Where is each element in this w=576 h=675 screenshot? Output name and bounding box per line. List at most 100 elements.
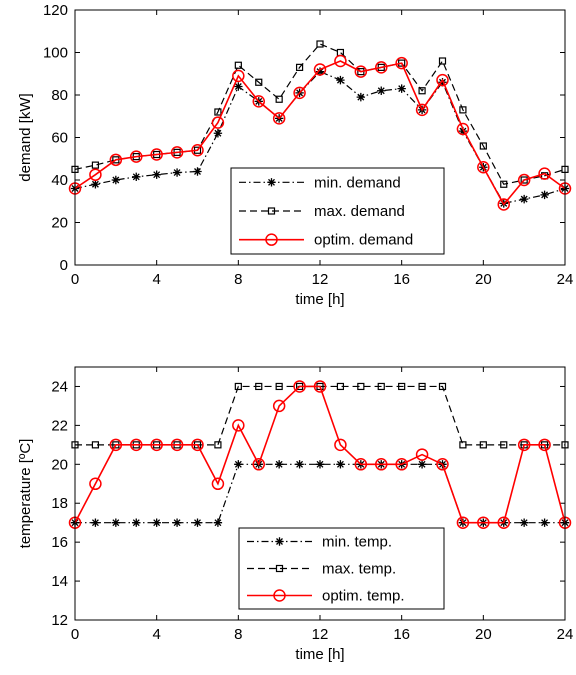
data-point bbox=[354, 458, 368, 471]
data-point bbox=[398, 382, 406, 391]
data-point bbox=[89, 477, 102, 491]
data-point bbox=[519, 518, 529, 527]
data-point bbox=[517, 438, 531, 452]
data-point bbox=[418, 87, 426, 95]
data-point bbox=[540, 518, 549, 527]
data-point bbox=[91, 441, 100, 449]
data-point bbox=[170, 438, 184, 452]
data-point bbox=[418, 382, 426, 391]
axes-frame bbox=[74, 366, 566, 621]
data-point bbox=[519, 194, 529, 204]
data-point bbox=[459, 441, 467, 449]
data-point bbox=[336, 460, 345, 469]
data-point bbox=[211, 116, 225, 129]
data-point bbox=[395, 458, 408, 471]
y-tick-label: 40 bbox=[51, 172, 68, 189]
y-tick-label: 0 bbox=[60, 257, 68, 274]
data-point bbox=[375, 61, 388, 74]
data-point bbox=[91, 180, 100, 189]
data-point bbox=[170, 146, 184, 159]
series-3 bbox=[68, 54, 572, 211]
data-point bbox=[375, 458, 388, 471]
data-point bbox=[520, 176, 528, 184]
data-point bbox=[232, 419, 245, 432]
data-point bbox=[132, 172, 141, 182]
data-point bbox=[234, 382, 242, 391]
data-point bbox=[214, 441, 222, 449]
data-point bbox=[272, 399, 286, 413]
legend-marker bbox=[275, 537, 284, 546]
data-point bbox=[255, 78, 263, 86]
data-point bbox=[517, 173, 531, 187]
data-point bbox=[479, 142, 487, 150]
data-point bbox=[538, 438, 551, 452]
legend-marker bbox=[273, 589, 286, 602]
data-point bbox=[334, 438, 347, 452]
data-point bbox=[497, 516, 510, 529]
data-point bbox=[255, 382, 263, 391]
data-point bbox=[252, 458, 265, 471]
legend-label: optim. temp. bbox=[322, 588, 405, 605]
y-tick-label: 22 bbox=[51, 417, 68, 434]
data-point bbox=[152, 518, 161, 527]
data-point bbox=[213, 518, 223, 527]
data-point bbox=[172, 168, 182, 177]
chart-1: 0 4 8 12 16 20 24 0 20 40 60 80 100 120 time [h] demand… bbox=[17, 2, 573, 308]
data-point bbox=[274, 460, 284, 469]
data-point bbox=[436, 73, 449, 87]
data-point bbox=[152, 170, 161, 179]
data-point bbox=[109, 438, 123, 452]
data-point bbox=[456, 122, 470, 136]
data-point bbox=[91, 161, 100, 169]
data-point bbox=[354, 65, 368, 78]
data-point bbox=[456, 516, 470, 529]
data-point bbox=[293, 380, 306, 393]
data-point bbox=[377, 86, 386, 95]
x-tick-label: 20 bbox=[475, 626, 492, 643]
legend-label: min. temp. bbox=[322, 534, 392, 551]
data-point bbox=[540, 190, 549, 200]
series-line bbox=[74, 385, 566, 524]
data-point bbox=[214, 108, 222, 116]
legend-label: min. demand bbox=[314, 174, 401, 191]
data-point bbox=[336, 382, 345, 391]
data-point bbox=[438, 78, 447, 87]
data-point bbox=[315, 67, 325, 76]
data-point bbox=[232, 69, 245, 83]
data-point bbox=[272, 112, 286, 125]
x-tick-label: 16 bbox=[393, 271, 410, 288]
data-point bbox=[111, 518, 121, 527]
data-point bbox=[193, 167, 202, 176]
data-point bbox=[479, 441, 487, 449]
data-point bbox=[313, 63, 327, 76]
x-tick-label: 16 bbox=[393, 626, 410, 643]
data-point bbox=[132, 518, 141, 527]
y-tick-label: 12 bbox=[51, 612, 68, 629]
data-point bbox=[111, 175, 121, 185]
data-point bbox=[395, 56, 408, 70]
data-point bbox=[150, 438, 163, 452]
series-3 bbox=[68, 380, 572, 529]
legend-label: max. demand bbox=[314, 203, 405, 220]
x-axis-label: time [h] bbox=[295, 291, 344, 308]
data-point bbox=[397, 84, 406, 93]
x-tick-label: 12 bbox=[312, 626, 329, 643]
y-tick-label: 20 bbox=[51, 215, 68, 232]
data-point bbox=[315, 460, 325, 469]
data-point bbox=[234, 82, 243, 91]
data-point bbox=[293, 86, 306, 100]
data-point bbox=[213, 129, 223, 138]
data-point bbox=[336, 75, 345, 85]
y-tick-label: 16 bbox=[51, 534, 68, 551]
data-point bbox=[275, 382, 283, 391]
data-point bbox=[334, 54, 347, 68]
data-point bbox=[436, 458, 449, 471]
data-point bbox=[500, 180, 508, 188]
data-point bbox=[497, 198, 510, 211]
x-tick-label: 4 bbox=[152, 626, 160, 643]
x-tick-label: 0 bbox=[71, 271, 79, 288]
data-point bbox=[295, 63, 304, 71]
y-tick-label: 120 bbox=[43, 2, 68, 19]
data-point bbox=[295, 460, 304, 469]
